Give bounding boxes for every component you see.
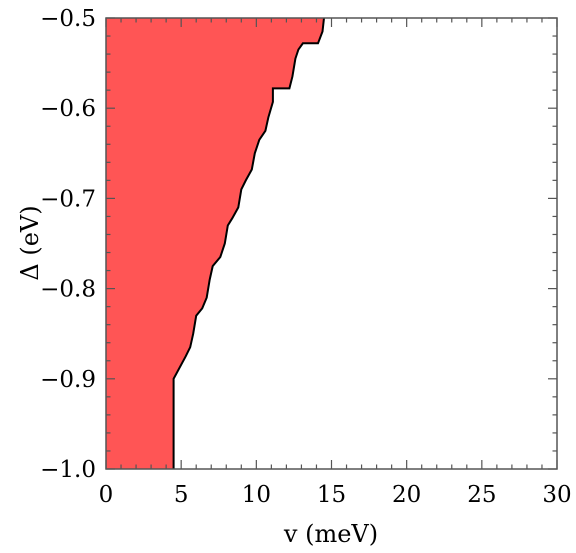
y-tick-label: −0.6: [40, 96, 96, 122]
y-axis-label: Δ (eV): [16, 205, 44, 280]
x-tick-label: 25: [467, 482, 496, 508]
axis-tick-labels: 0 5 10 15 20 25 30 −0.5 −0.6 −0.7 −0.8 −0.9 −1.0: [40, 6, 572, 508]
plot-area: [105, 17, 558, 470]
x-axis-label: v (meV): [283, 520, 378, 548]
x-tick-label: 30: [542, 482, 571, 508]
y-tick-label: −0.9: [40, 367, 96, 393]
x-tick-label: 15: [317, 482, 346, 508]
y-tick-label: −0.7: [40, 186, 96, 212]
y-tick-label: −0.5: [40, 6, 96, 32]
x-tick-label: 10: [242, 482, 271, 508]
x-tick-label: 0: [99, 482, 114, 508]
x-tick-label: 20: [392, 482, 421, 508]
y-tick-label: −1.0: [40, 457, 96, 483]
boundary-line: [172, 17, 325, 469]
axis-ticks: [105, 17, 558, 470]
filled-region: [106, 18, 324, 469]
y-tick-label: −0.8: [40, 277, 96, 303]
x-tick-label: 5: [174, 482, 189, 508]
